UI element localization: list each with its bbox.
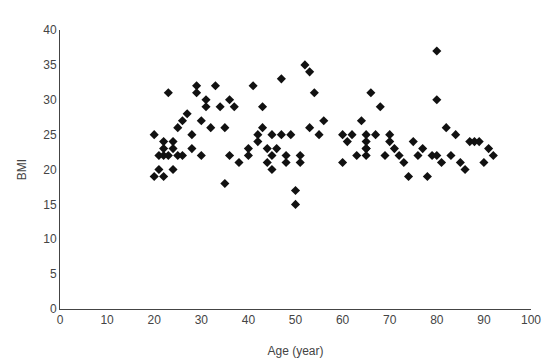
svg-text:20: 20 — [43, 163, 57, 177]
svg-text:Age (year): Age (year) — [267, 344, 323, 358]
svg-text:70: 70 — [383, 313, 397, 327]
svg-text:10: 10 — [100, 313, 114, 327]
svg-text:0: 0 — [50, 302, 57, 316]
svg-text:60: 60 — [336, 313, 350, 327]
svg-text:35: 35 — [43, 58, 57, 72]
svg-text:50: 50 — [289, 313, 303, 327]
svg-text:20: 20 — [148, 313, 162, 327]
svg-text:25: 25 — [43, 128, 57, 142]
svg-text:80: 80 — [430, 313, 444, 327]
svg-text:BMI: BMI — [15, 159, 29, 180]
svg-text:90: 90 — [477, 313, 491, 327]
svg-text:40: 40 — [43, 23, 57, 37]
svg-text:0: 0 — [57, 313, 64, 327]
svg-text:30: 30 — [195, 313, 209, 327]
svg-text:10: 10 — [43, 232, 57, 246]
svg-text:30: 30 — [43, 93, 57, 107]
svg-text:40: 40 — [242, 313, 256, 327]
svg-text:100: 100 — [521, 313, 541, 327]
svg-text:15: 15 — [43, 198, 57, 212]
svg-text:5: 5 — [50, 267, 57, 281]
